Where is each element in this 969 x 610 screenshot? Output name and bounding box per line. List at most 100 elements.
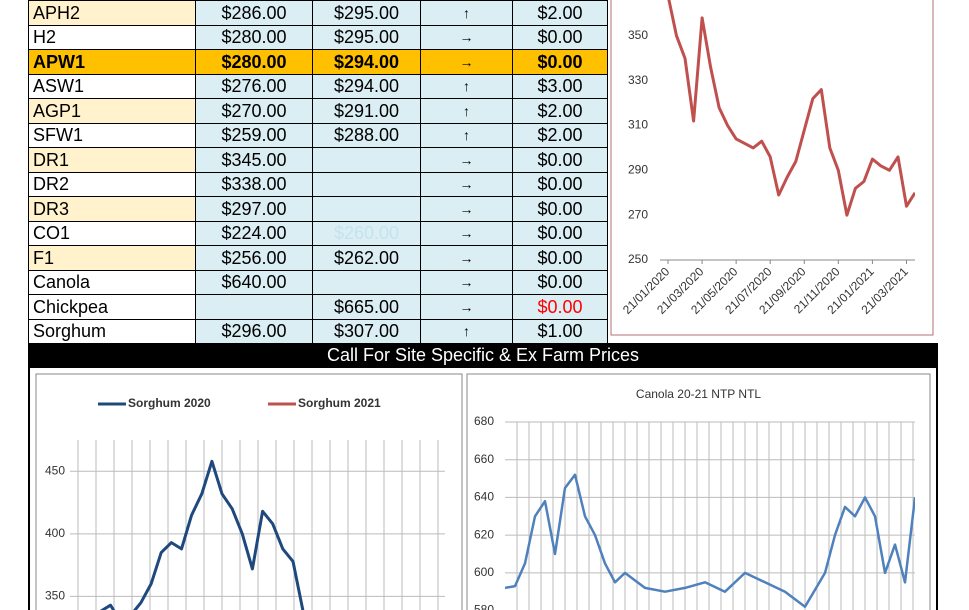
table-cell: $280.00 <box>195 24 313 50</box>
table-cell: $0.00 <box>512 245 608 271</box>
table-cell: $3.00 <box>512 73 608 99</box>
table-cell: H2 <box>28 24 196 50</box>
table-cell: SFW1 <box>28 122 196 148</box>
banner: Call For Site Specific & Ex Farm Prices <box>28 343 938 368</box>
table-cell: → <box>420 24 513 50</box>
table-row: ASW1 $276.00 $294.00 ↑ $3.00 <box>28 73 608 99</box>
table-cell: $294.00 <box>312 73 421 99</box>
table-cell: ↑ <box>420 0 513 26</box>
frame-right <box>936 343 938 610</box>
table-cell: $1.00 <box>512 318 608 344</box>
table-cell: $0.00 <box>512 294 608 320</box>
table-cell: → <box>420 245 513 271</box>
table-row: SFW1 $259.00 $288.00 ↑ $2.00 <box>28 122 608 148</box>
legend-label: Sorghum 2020 <box>128 396 211 410</box>
series-line <box>505 473 915 609</box>
table-cell: $286.00 <box>195 0 313 26</box>
table-cell: ↑ <box>420 73 513 99</box>
series-line <box>99 459 305 610</box>
table-cell: ↑ <box>420 122 513 148</box>
table-cell: $2.00 <box>512 122 608 148</box>
y-tick-label: 450 <box>45 463 65 477</box>
table-cell: $262.00 <box>312 245 421 271</box>
legend-label: Sorghum 2021 <box>298 396 381 410</box>
y-tick-label: 680 <box>474 414 494 428</box>
table-cell: Canola <box>28 269 196 295</box>
table-cell: $0.00 <box>512 196 608 222</box>
table-cell: $295.00 <box>312 0 421 26</box>
table-cell: DR2 <box>28 171 196 197</box>
table-cell: $297.00 <box>195 196 313 222</box>
y-tick-label: 350 <box>628 28 648 42</box>
table-row: AGP1 $270.00 $291.00 ↑ $2.00 <box>28 98 608 124</box>
table-cell: $345.00 <box>195 147 313 173</box>
y-tick-label: 620 <box>474 527 494 541</box>
y-tick-label: 400 <box>45 526 65 540</box>
y-tick-label: 330 <box>628 73 648 87</box>
table-cell: $280.00 <box>195 49 313 75</box>
table-cell: $307.00 <box>312 318 421 344</box>
y-tick-label: 350 <box>45 589 65 603</box>
table-cell: APH2 <box>28 0 196 26</box>
table-cell: → <box>420 196 513 222</box>
series-line <box>667 0 915 217</box>
table-cell: Chickpea <box>28 294 196 320</box>
table-cell: $291.00 <box>312 98 421 124</box>
table-cell: $270.00 <box>195 98 313 124</box>
chart-title: Canola 20-21 NTP NTL <box>636 387 762 401</box>
table-cell: $0.00 <box>512 171 608 197</box>
y-tick-label: 310 <box>628 118 648 132</box>
chart-frame <box>466 373 931 610</box>
table-cell: → <box>420 294 513 320</box>
y-tick-label: 600 <box>474 565 494 579</box>
table-cell: AGP1 <box>28 98 196 124</box>
table-cell: $0.00 <box>512 269 608 295</box>
table-cell: $0.00 <box>512 49 608 75</box>
table-cell: ↑ <box>420 98 513 124</box>
table-cell: $294.00 <box>312 49 421 75</box>
table-row: APH2 $286.00 $295.00 ↑ $2.00 <box>28 0 608 26</box>
table-row: Canola $640.00 → $0.00 <box>28 269 608 295</box>
table-row: Sorghum $296.00 $307.00 ↑ $1.00 <box>28 318 608 344</box>
table-cell: $259.00 <box>195 122 313 148</box>
table-cell: $665.00 <box>312 294 421 320</box>
table-row: CO1 $224.00 $260.00 → $0.00 <box>28 220 608 246</box>
table-row: APW1 $280.00 $294.00 → $0.00 <box>28 49 608 75</box>
y-tick-label: 270 <box>628 207 648 221</box>
frame-left <box>28 343 30 610</box>
table-cell: → <box>420 220 513 246</box>
table-row: H2 $280.00 $295.00 → $0.00 <box>28 24 608 50</box>
table-cell: $295.00 <box>312 24 421 50</box>
price-table: APH2 $286.00 $295.00 ↑ $2.00 H2 $280.00 $295.00… <box>28 0 608 344</box>
table-row: DR1 $345.00 → $0.00 <box>28 147 608 173</box>
y-tick-label: 640 <box>474 490 494 504</box>
table-cell: APW1 <box>28 49 196 75</box>
y-tick-label: 250 <box>628 252 648 266</box>
table-cell: DR1 <box>28 147 196 173</box>
table-cell <box>195 294 313 320</box>
table-cell: $288.00 <box>312 122 421 148</box>
table-cell <box>312 196 421 222</box>
y-tick-label: 290 <box>628 163 648 177</box>
y-tick-label: 660 <box>474 452 494 466</box>
table-cell: → <box>420 49 513 75</box>
table-row: DR3 $297.00 → $0.00 <box>28 196 608 222</box>
table-cell: $2.00 <box>512 0 608 26</box>
y-tick-label: 580 <box>474 603 494 610</box>
table-cell: $640.00 <box>195 269 313 295</box>
table-cell: ↑ <box>420 318 513 344</box>
table-cell: $296.00 <box>195 318 313 344</box>
table-cell: DR3 <box>28 196 196 222</box>
table-cell: $2.00 <box>512 98 608 124</box>
table-cell: $276.00 <box>195 73 313 99</box>
table-cell <box>312 147 421 173</box>
chart-frame <box>35 373 463 610</box>
table-cell: → <box>420 269 513 295</box>
table-cell: $338.00 <box>195 171 313 197</box>
table-cell: $0.00 <box>512 220 608 246</box>
table-cell: $0.00 <box>512 147 608 173</box>
table-cell: → <box>420 147 513 173</box>
table-cell: $224.00 <box>195 220 313 246</box>
